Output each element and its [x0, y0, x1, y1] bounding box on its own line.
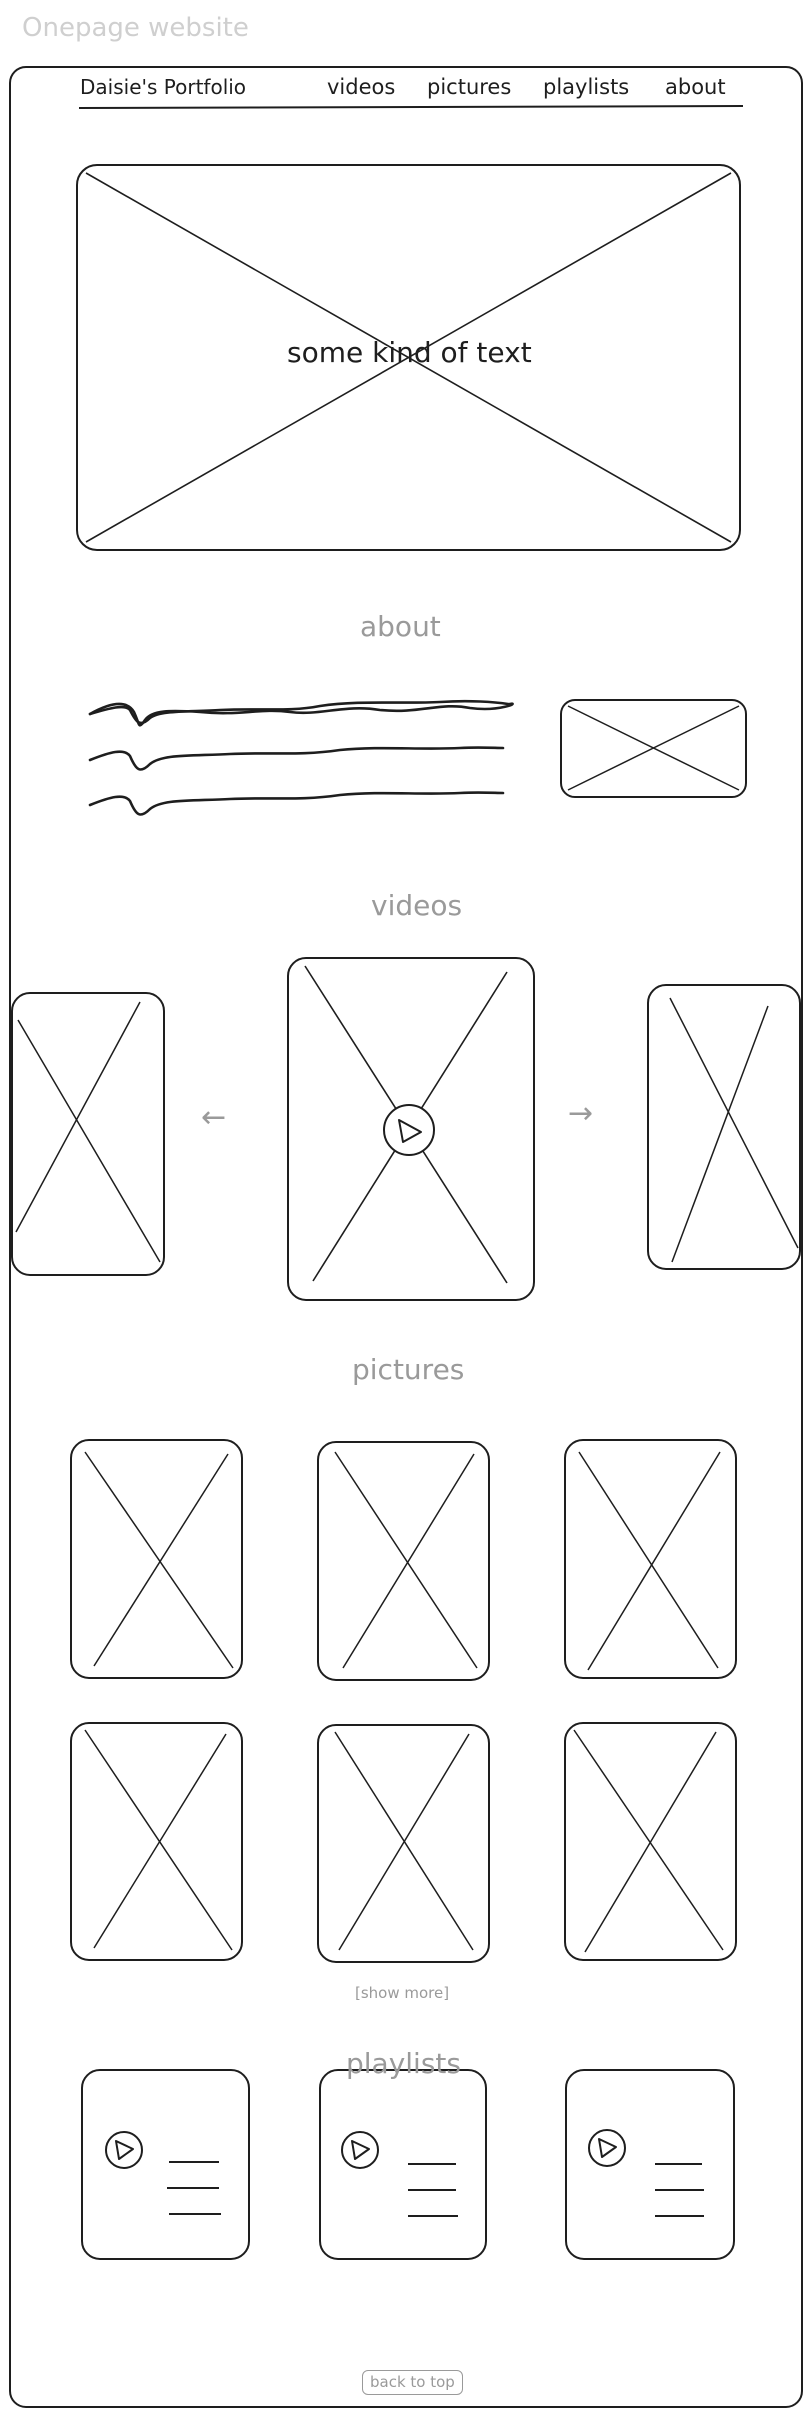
picture-placeholder-2[interactable] — [317, 1441, 490, 1681]
carousel-prev-arrow-icon[interactable]: ← — [201, 1100, 227, 1135]
picture-placeholder-1[interactable] — [70, 1439, 243, 1679]
page-frame — [9, 66, 803, 2408]
video-card-next[interactable] — [647, 984, 801, 1270]
picture-placeholder-5[interactable] — [317, 1724, 490, 1963]
playlist-card-2[interactable] — [319, 2069, 487, 2260]
show-more-link[interactable]: [show more] — [355, 1984, 450, 2002]
video-card-prev[interactable] — [11, 992, 165, 1276]
about-text-scribble — [88, 699, 514, 816]
section-title-about: about — [360, 610, 441, 643]
picture-placeholder-4[interactable] — [70, 1722, 243, 1961]
picture-placeholder-3[interactable] — [564, 1439, 737, 1679]
nav-link-playlists[interactable]: playlists — [543, 75, 630, 99]
site-brand[interactable]: Daisie's Portfolio — [80, 75, 247, 99]
nav-underline — [78, 105, 744, 109]
playlist-card-1[interactable] — [81, 2069, 250, 2260]
playlist-play-icon — [341, 2131, 379, 2169]
video-play-icon[interactable] — [383, 1104, 435, 1156]
hero-image-placeholder — [76, 164, 741, 551]
playlist-play-icon — [588, 2129, 626, 2167]
hero-text: some kind of text — [287, 336, 532, 369]
nav-link-pictures[interactable]: pictures — [427, 75, 512, 99]
nav-link-videos[interactable]: videos — [327, 75, 396, 99]
playlist-card-3[interactable] — [565, 2069, 735, 2260]
section-title-playlists: playlists — [346, 2047, 461, 2080]
back-to-top-button[interactable]: back to top — [362, 2370, 463, 2395]
section-title-pictures: pictures — [352, 1353, 465, 1386]
nav-link-about[interactable]: about — [665, 75, 726, 99]
section-title-videos: videos — [371, 889, 463, 922]
playlist-play-icon — [105, 2131, 143, 2169]
picture-placeholder-6[interactable] — [564, 1722, 737, 1961]
carousel-next-arrow-icon[interactable]: → — [568, 1096, 594, 1131]
about-image-placeholder — [560, 699, 747, 798]
canvas-label: Onepage website — [22, 13, 249, 43]
